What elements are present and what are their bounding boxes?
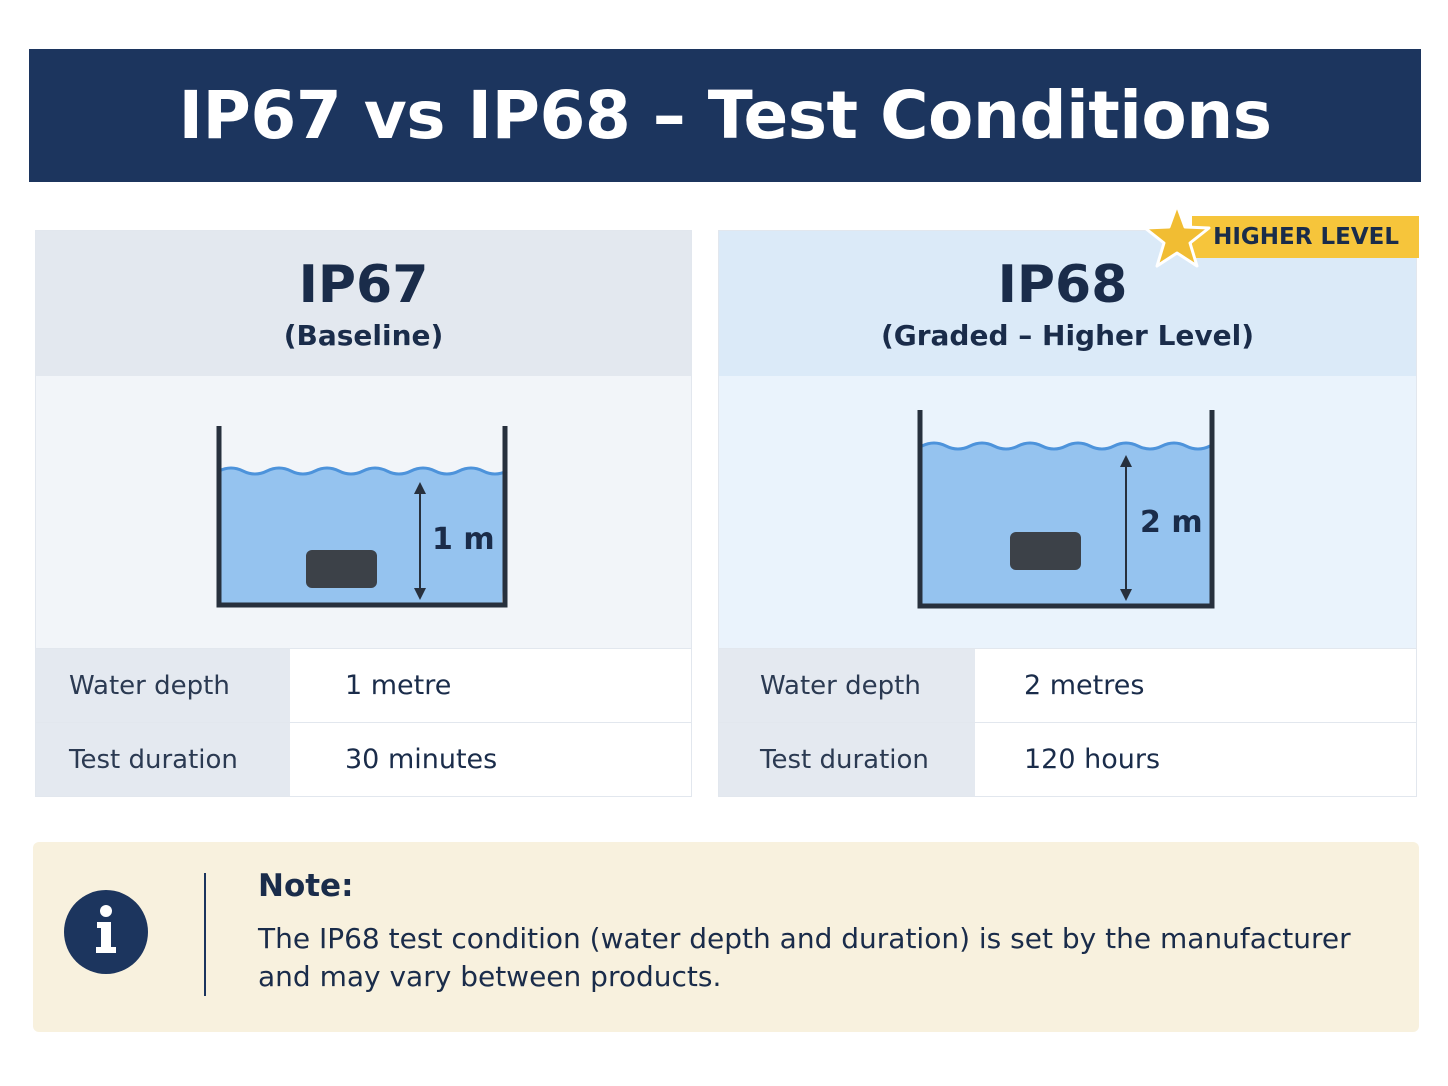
spec-label: Water depth [719, 649, 975, 722]
ip68-tank-diagram: 2 m [719, 376, 1416, 648]
note-text: The IP68 test condition (water depth and… [258, 920, 1378, 996]
table-row: Test duration 30 minutes [36, 722, 691, 796]
ip68-card: IP68 (Graded – Higher Level) 2 m Water d… [718, 230, 1417, 797]
ip68-tank-graphic [917, 410, 1215, 609]
table-row: Water depth 1 metre [36, 648, 691, 722]
spec-label: Water depth [36, 649, 290, 722]
note-text-line: The IP68 test condition (water depth and… [258, 922, 1351, 955]
ip67-depth-label: 1 m [432, 522, 495, 557]
note-title: Note: [258, 868, 354, 904]
ip68-subtitle: (Graded – Higher Level) [880, 319, 1255, 352]
spec-value: 120 hours [975, 723, 1416, 796]
higher-level-badge: HIGHER LEVEL [1192, 216, 1419, 258]
table-row: Test duration 120 hours [719, 722, 1416, 796]
ip67-water-surface [218, 466, 508, 476]
ip67-spec-table: Water depth 1 metre Test duration 30 min… [36, 648, 691, 796]
ip67-device [306, 550, 377, 588]
spec-value: 30 minutes [290, 723, 691, 796]
ip68-water-surface [921, 441, 1211, 451]
page-title: IP67 vs IP68 – Test Conditions [178, 77, 1272, 154]
ip67-tank-diagram: 1 m [36, 376, 691, 648]
ip67-title: IP67 [298, 255, 429, 315]
note-divider [204, 873, 206, 996]
ip67-header: IP67 (Baseline) [36, 231, 691, 376]
spec-value: 1 metre [290, 649, 691, 722]
ip67-water [219, 468, 507, 603]
spec-label: Test duration [719, 723, 975, 796]
ip68-tank-outline [917, 410, 1215, 609]
ip67-tank-graphic [216, 426, 508, 608]
note-box: Note: The IP68 test condition (water dep… [33, 842, 1419, 1032]
ip68-water [922, 443, 1210, 604]
ip68-depth-label: 2 m [1140, 505, 1203, 540]
ip68-spec-table: Water depth 2 metres Test duration 120 h… [719, 648, 1416, 796]
spec-value: 2 metres [975, 649, 1416, 722]
title-banner: IP67 vs IP68 – Test Conditions [29, 49, 1421, 182]
ip67-subtitle: (Baseline) [283, 319, 444, 352]
table-row: Water depth 2 metres [719, 648, 1416, 722]
star-icon [1143, 203, 1211, 268]
ip67-card: IP67 (Baseline) 1 m Water depth 1 metre … [35, 230, 692, 797]
ip67-tank-outline [216, 426, 508, 608]
ip68-device [1010, 532, 1081, 570]
ip68-title: IP68 [997, 255, 1128, 315]
note-text-line: and may vary between products. [258, 960, 722, 993]
spec-label: Test duration [36, 723, 290, 796]
info-icon [64, 890, 148, 974]
